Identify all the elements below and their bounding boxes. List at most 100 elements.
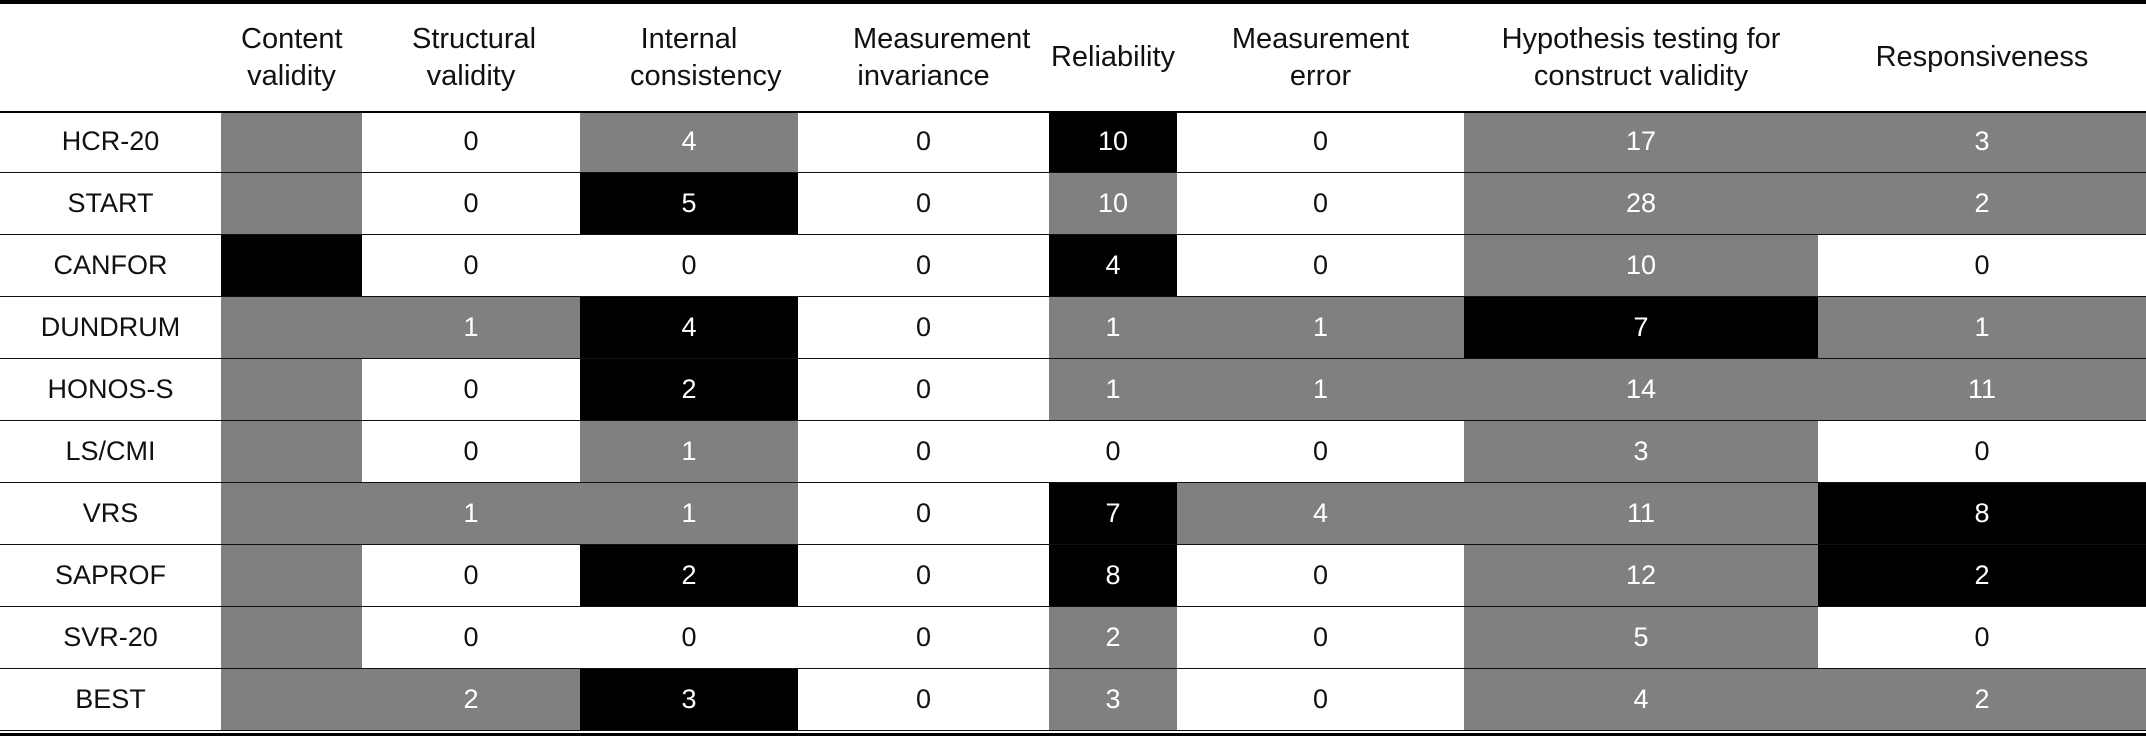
cell-hypothesis-testing: 11	[1464, 482, 1818, 545]
row-label: BEST	[0, 668, 221, 731]
row-label: DUNDRUM	[0, 296, 221, 359]
cell-structural-validity: 0	[362, 420, 580, 483]
cell-hypothesis-testing: 4	[1464, 668, 1818, 731]
table-row: SVR-20 0 0 0 2 0 5 0	[0, 606, 2146, 669]
header-responsiveness: Responsiveness	[1875, 41, 2089, 73]
row-label: HCR-20	[0, 111, 221, 173]
cell-measurement-invariance: 0	[798, 544, 1049, 607]
cell-structural-validity: 0	[362, 358, 580, 421]
row-label: VRS	[0, 482, 221, 545]
cell-content-validity	[221, 234, 362, 297]
cell-hypothesis-testing: 28	[1464, 172, 1818, 235]
table-row: SAPROF 0 2 0 8 0 12 2	[0, 544, 2146, 607]
cell-internal-consistency: 1	[580, 420, 798, 483]
table-row: HONOS-S 0 2 0 1 1 14 11	[0, 358, 2146, 421]
cell-internal-consistency: 1	[580, 482, 798, 545]
cell-content-validity	[221, 544, 362, 607]
cell-hypothesis-testing: 3	[1464, 420, 1818, 483]
header-content-validity: Content validity	[241, 22, 343, 92]
cell-content-validity	[221, 668, 362, 731]
cell-responsiveness: 8	[1818, 482, 2146, 545]
header-internal-consistency: Internal consistency	[630, 22, 782, 92]
cell-reliability: 2	[1049, 606, 1177, 669]
header-hypothesis-testing: Hypothesis testing for construct validit…	[1501, 22, 1781, 92]
cell-structural-validity: 1	[362, 296, 580, 359]
cell-internal-consistency: 4	[580, 111, 798, 173]
cell-measurement-invariance: 0	[798, 111, 1049, 173]
cell-content-validity	[221, 482, 362, 545]
table-row: LS/CMI 0 1 0 0 0 3 0	[0, 420, 2146, 483]
cell-hypothesis-testing: 5	[1464, 606, 1818, 669]
cell-reliability: 7	[1049, 482, 1177, 545]
row-label: SAPROF	[0, 544, 221, 607]
cell-responsiveness: 0	[1818, 606, 2146, 669]
cell-measurement-error: 0	[1177, 172, 1464, 235]
cell-structural-validity: 2	[362, 668, 580, 731]
cell-internal-consistency: 2	[580, 358, 798, 421]
header-structural-validity: Structural validity	[412, 22, 537, 92]
header-row-label	[0, 4, 221, 111]
table-row: HCR-20 0 4 0 10 0 17 3	[0, 111, 2146, 173]
cell-internal-consistency: 2	[580, 544, 798, 607]
table-body: HCR-20 0 4 0 10 0 17 3 START 0 5 0 10 0 28 2 CANFOR 0 0 0 4 0…	[0, 111, 2146, 731]
header-measurement-error: Measurement error	[1231, 22, 1410, 92]
cell-structural-validity: 0	[362, 234, 580, 297]
cell-content-validity	[221, 358, 362, 421]
cell-content-validity	[221, 606, 362, 669]
cell-structural-validity: 0	[362, 606, 580, 669]
cell-measurement-invariance: 0	[798, 234, 1049, 297]
cell-hypothesis-testing: 10	[1464, 234, 1818, 297]
header-row: Content validity Structural validity Int…	[0, 4, 2146, 111]
table-row: BEST 2 3 0 3 0 4 2	[0, 668, 2146, 731]
row-label: CANFOR	[0, 234, 221, 297]
cell-hypothesis-testing: 14	[1464, 358, 1818, 421]
cell-content-validity	[221, 111, 362, 173]
row-label: LS/CMI	[0, 420, 221, 483]
cell-content-validity	[221, 296, 362, 359]
header-reliability: Reliability	[1050, 41, 1176, 73]
cell-hypothesis-testing: 17	[1464, 111, 1818, 173]
cell-internal-consistency: 0	[580, 606, 798, 669]
cell-responsiveness: 0	[1818, 420, 2146, 483]
cell-measurement-invariance: 0	[798, 172, 1049, 235]
cell-structural-validity: 0	[362, 111, 580, 173]
cell-internal-consistency: 4	[580, 296, 798, 359]
cell-hypothesis-testing: 7	[1464, 296, 1818, 359]
cell-internal-consistency: 5	[580, 172, 798, 235]
table-row: VRS 1 1 0 7 4 11 8	[0, 482, 2146, 545]
row-label: HONOS-S	[0, 358, 221, 421]
cell-measurement-invariance: 0	[798, 358, 1049, 421]
header-rule	[0, 111, 2146, 113]
cell-reliability: 0	[1049, 420, 1177, 483]
cell-measurement-invariance: 0	[798, 296, 1049, 359]
cell-structural-validity: 0	[362, 544, 580, 607]
cell-measurement-error: 4	[1177, 482, 1464, 545]
cell-measurement-error: 0	[1177, 606, 1464, 669]
cell-measurement-error: 0	[1177, 234, 1464, 297]
top-rule	[0, 0, 2146, 4]
cell-structural-validity: 1	[362, 482, 580, 545]
row-label: START	[0, 172, 221, 235]
cell-structural-validity: 0	[362, 172, 580, 235]
cell-internal-consistency: 3	[580, 668, 798, 731]
cell-measurement-invariance: 0	[798, 420, 1049, 483]
cell-measurement-error: 0	[1177, 111, 1464, 173]
cell-measurement-error: 1	[1177, 358, 1464, 421]
cell-responsiveness: 3	[1818, 111, 2146, 173]
cell-measurement-invariance: 0	[798, 606, 1049, 669]
cell-responsiveness: 11	[1818, 358, 2146, 421]
row-label: SVR-20	[0, 606, 221, 669]
cell-responsiveness: 2	[1818, 172, 2146, 235]
cell-measurement-invariance: 0	[798, 482, 1049, 545]
cell-measurement-invariance: 0	[798, 668, 1049, 731]
table-row: START 0 5 0 10 0 28 2	[0, 172, 2146, 235]
table-row: DUNDRUM 1 4 0 1 1 7 1	[0, 296, 2146, 359]
table-row: CANFOR 0 0 0 4 0 10 0	[0, 234, 2146, 297]
cell-responsiveness: 2	[1818, 544, 2146, 607]
cell-reliability: 10	[1049, 172, 1177, 235]
cell-responsiveness: 1	[1818, 296, 2146, 359]
cell-responsiveness: 2	[1818, 668, 2146, 731]
cell-measurement-error: 0	[1177, 544, 1464, 607]
rating-table: Content validity Structural validity Int…	[0, 4, 2146, 731]
cell-responsiveness: 0	[1818, 234, 2146, 297]
